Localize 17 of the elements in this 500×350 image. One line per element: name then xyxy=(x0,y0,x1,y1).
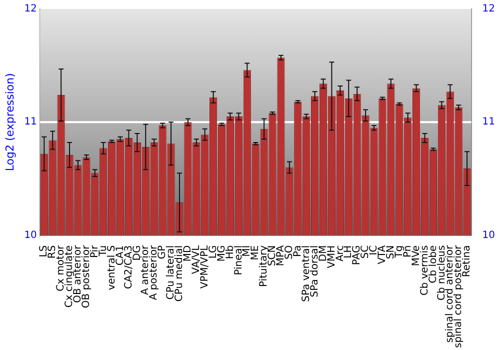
x-tick-label: Tg xyxy=(394,245,405,259)
x-tick-label: Retina xyxy=(462,245,473,278)
x-tick-label: A posterior xyxy=(148,244,160,300)
y2-tick-label: 12 xyxy=(482,4,496,15)
y-axis-title: Log2 (expression) xyxy=(3,73,16,172)
x-tick-label: MVe xyxy=(410,245,422,266)
x-tick-label: Pa xyxy=(292,245,304,258)
y2-tick-label: 11 xyxy=(482,116,496,128)
y-tick-label: 10 xyxy=(24,230,37,241)
x-tick-label: Hb xyxy=(224,245,236,260)
y2-tick-label: 10 xyxy=(482,230,496,241)
x-tick-label: Pituitary xyxy=(258,245,270,288)
x-tick-label: ME xyxy=(250,245,262,260)
x-tick-label: Cb lobe xyxy=(428,245,439,284)
y-tick-label: 11 xyxy=(24,116,37,128)
x-tick-label: OB posterior xyxy=(81,244,92,308)
y-tick-label: 12 xyxy=(24,4,37,15)
